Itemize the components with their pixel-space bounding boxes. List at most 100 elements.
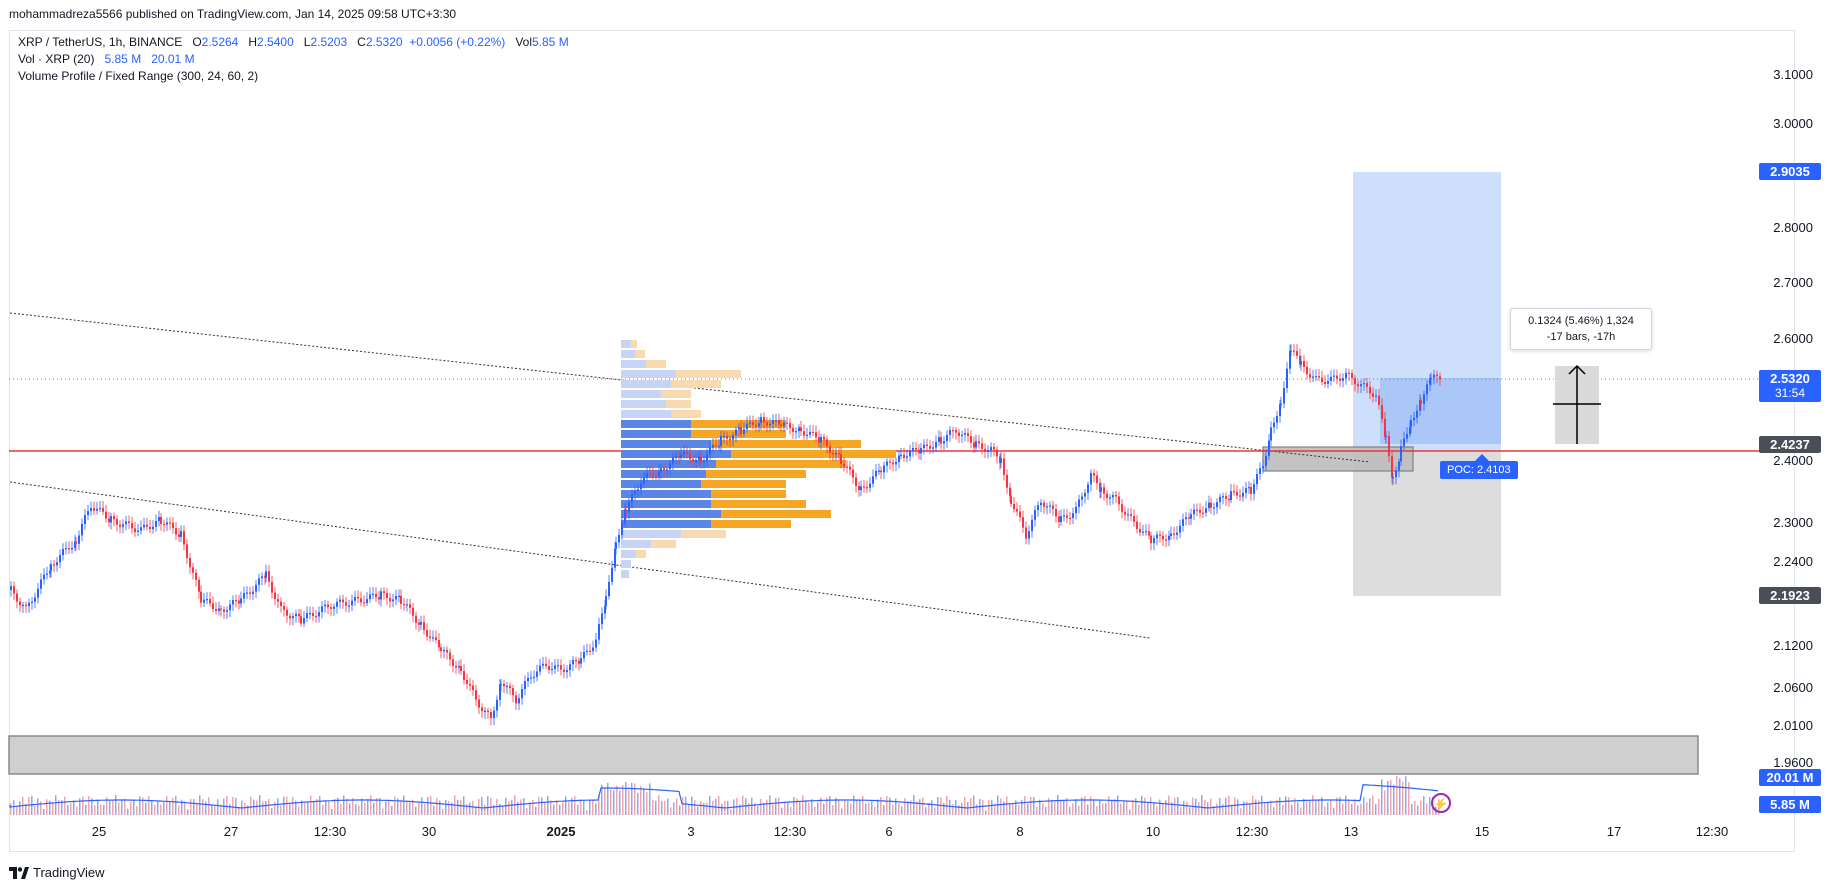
volume-bar bbox=[1420, 800, 1422, 815]
candle-body bbox=[1208, 502, 1210, 509]
entry-price-tag[interactable]: 2.4237 bbox=[1759, 436, 1821, 453]
volume-bar bbox=[634, 783, 636, 815]
candle-body bbox=[342, 599, 344, 603]
volume-bar bbox=[1036, 806, 1038, 815]
volume-profile[interactable] bbox=[621, 340, 896, 578]
candle-body bbox=[500, 683, 502, 686]
candle-body bbox=[515, 695, 517, 704]
lower-trendline[interactable] bbox=[9, 481, 1151, 639]
candle-body bbox=[1406, 434, 1408, 439]
candle-body bbox=[1395, 470, 1397, 478]
volume-bar bbox=[199, 795, 201, 815]
volume-bar bbox=[1333, 807, 1335, 815]
volume-bar bbox=[775, 797, 777, 815]
volume-bar bbox=[652, 799, 654, 815]
volume-bar bbox=[544, 802, 546, 815]
candle-body bbox=[1283, 387, 1285, 404]
candle-body bbox=[918, 449, 920, 454]
candle-body bbox=[1416, 410, 1418, 418]
candle-body bbox=[720, 436, 722, 446]
candle-body bbox=[333, 606, 335, 609]
volume-bar bbox=[1276, 800, 1278, 815]
last-price-tag[interactable]: 2.5320 31:54 bbox=[1759, 370, 1821, 402]
candle-body bbox=[866, 487, 868, 489]
volume-bar bbox=[271, 808, 273, 815]
candle-body bbox=[1179, 525, 1181, 533]
volume-bar bbox=[505, 797, 507, 815]
volume-bar bbox=[523, 798, 525, 815]
candle-body bbox=[68, 547, 70, 550]
volume-bar bbox=[1258, 800, 1260, 815]
vp-up-bar bbox=[621, 420, 691, 428]
candle-body bbox=[84, 515, 86, 524]
vp-up-bar bbox=[621, 550, 636, 558]
candle-body bbox=[1093, 472, 1095, 476]
candle-body bbox=[530, 677, 532, 679]
candle-body bbox=[789, 423, 791, 428]
candle-body bbox=[274, 592, 276, 599]
candle-body bbox=[1318, 376, 1320, 378]
poc-label[interactable]: POC: 2.4103 bbox=[1440, 461, 1518, 479]
symbol-legend-row[interactable]: XRP / TetherUS, 1h, BINANCE O2.5264 H2.5… bbox=[18, 34, 569, 51]
symbol-name: XRP / TetherUS, 1h, BINANCE bbox=[18, 35, 183, 49]
volume-bar bbox=[967, 802, 969, 815]
candle-body bbox=[235, 600, 237, 602]
candle-body bbox=[752, 422, 754, 425]
candle-body bbox=[31, 601, 33, 603]
open-value: 2.5264 bbox=[201, 35, 239, 49]
candle-body bbox=[849, 466, 851, 470]
volume-bar bbox=[265, 801, 267, 815]
candle-body bbox=[846, 466, 848, 468]
volume-bar bbox=[763, 803, 765, 815]
volume-bar bbox=[34, 805, 36, 815]
vp-down-bar bbox=[646, 360, 666, 368]
candle-body bbox=[443, 649, 445, 652]
volume-bar bbox=[1006, 796, 1008, 815]
candle-body bbox=[608, 581, 610, 597]
volume-bar bbox=[889, 797, 891, 815]
vp-down-bar bbox=[651, 540, 676, 548]
volume-bar bbox=[829, 795, 831, 815]
candle-body bbox=[692, 459, 694, 462]
volume-bar bbox=[535, 806, 537, 815]
candle-body bbox=[1100, 487, 1102, 492]
candle-body bbox=[46, 573, 48, 575]
volume-profile-row[interactable]: Volume Profile / Fixed Range (300, 24, 6… bbox=[18, 68, 569, 85]
vp-up-bar bbox=[621, 460, 716, 468]
lightning-icon[interactable]: ⚡ bbox=[1431, 793, 1451, 813]
volume-bar bbox=[202, 799, 204, 815]
candle-body bbox=[487, 710, 489, 713]
y-tick: 2.2400 bbox=[1773, 554, 1813, 569]
volume-bar bbox=[16, 806, 18, 815]
candle-body bbox=[90, 508, 92, 512]
candle-body bbox=[1233, 491, 1235, 493]
target-price-tag[interactable]: 2.9035 bbox=[1759, 163, 1821, 180]
volume-bar bbox=[1015, 800, 1017, 815]
volume-bar bbox=[385, 801, 387, 815]
candle-body bbox=[13, 586, 15, 594]
volume-bar bbox=[748, 803, 750, 815]
volume-bar bbox=[1039, 799, 1041, 815]
candle-body bbox=[209, 599, 211, 604]
candle-body bbox=[400, 595, 402, 604]
stop-price-tag[interactable]: 2.1923 bbox=[1759, 587, 1821, 604]
candle-body bbox=[637, 489, 639, 492]
volume-bar bbox=[415, 806, 417, 815]
support-zone[interactable] bbox=[8, 735, 1699, 775]
candle-body bbox=[1400, 446, 1402, 462]
volume-bar bbox=[619, 790, 621, 815]
candle-body bbox=[975, 441, 977, 448]
volume-indicator-row[interactable]: Vol · XRP (20) 5.85 M 20.01 M bbox=[18, 51, 569, 68]
tradingview-brand[interactable]: TradingView bbox=[33, 865, 105, 880]
volume-ma-value: 20.01 M bbox=[151, 52, 195, 66]
volume-bar bbox=[517, 801, 519, 815]
volume-bar bbox=[1108, 796, 1110, 815]
volume-bar bbox=[1336, 797, 1338, 815]
candle-body bbox=[372, 593, 374, 595]
volume-bar bbox=[1270, 800, 1272, 815]
volume-bar bbox=[256, 800, 258, 815]
candle-body bbox=[280, 601, 282, 607]
volume-bar bbox=[688, 804, 690, 815]
volume-bar bbox=[919, 799, 921, 815]
